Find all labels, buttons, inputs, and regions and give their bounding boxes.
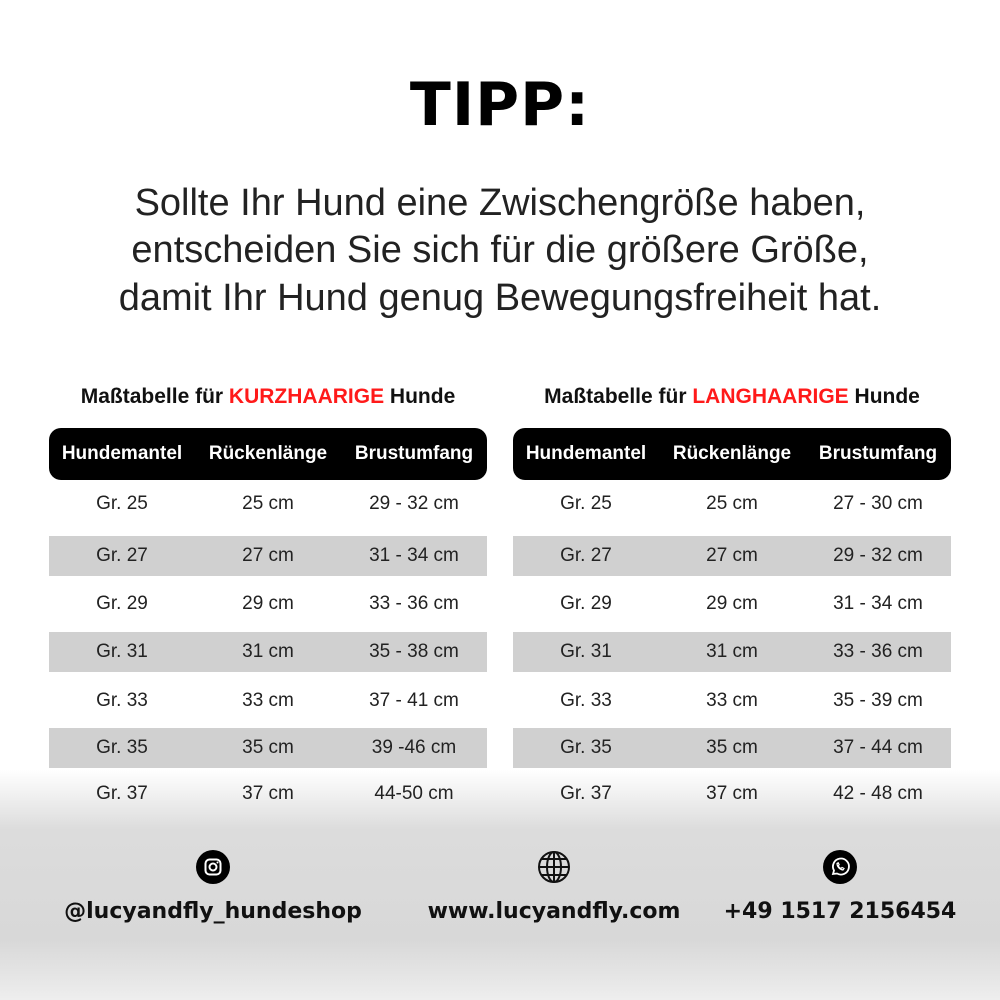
table-cell: 33 cm (242, 690, 294, 711)
table-row: Gr. 33 33 cm 35 - 39 cm (513, 681, 951, 721)
table-cell: Gr. 33 (96, 690, 148, 711)
footer-website[interactable]: www.lucyandfly.com (394, 850, 714, 924)
table-cell: 29 - 32 cm (369, 493, 459, 514)
table-cell: 37 cm (706, 783, 758, 804)
table-cell: Gr. 27 (96, 545, 148, 566)
table-cell: 35 cm (242, 737, 294, 758)
footer-whatsapp[interactable]: +49 1517 2156454 (680, 850, 1000, 924)
table-row: Gr. 27 27 cm 29 - 32 cm (513, 536, 951, 576)
table-cell: Gr. 33 (560, 690, 612, 711)
tip-line: entscheiden Sie sich für die größere Grö… (131, 229, 869, 271)
table-cell: 29 cm (242, 593, 294, 614)
table-row: Gr. 31 31 cm 33 - 36 cm (513, 632, 951, 672)
column-header: Hundemantel (61, 443, 183, 464)
table-cell: 31 cm (706, 641, 758, 662)
table-row: Gr. 27 27 cm 31 - 34 cm (49, 536, 487, 576)
table-cell: 25 cm (706, 493, 758, 514)
table-header: Hundemantel Rückenlänge Brustumfang (49, 428, 487, 480)
table-cell: 25 cm (242, 493, 294, 514)
column-header: Rückenlänge (208, 443, 328, 464)
table-cell: Gr. 37 (560, 783, 612, 804)
table-row: Gr. 25 25 cm 29 - 32 cm (49, 484, 487, 524)
table-cell: 37 - 44 cm (833, 737, 923, 758)
table-cell: Gr. 25 (96, 493, 148, 514)
column-header: Hundemantel (525, 443, 647, 464)
table-row: Gr. 29 29 cm 31 - 34 cm (513, 584, 951, 624)
table-cell: 27 - 30 cm (833, 493, 923, 514)
table-caption-long-hair: Maßtabelle für LANGHAARIGE Hunde (544, 385, 920, 408)
website-url: www.lucyandfly.com (427, 899, 681, 924)
table-row: Gr. 29 29 cm 33 - 36 cm (49, 584, 487, 624)
tip-line: damit Ihr Hund genug Bewegungsfreiheit h… (118, 277, 882, 319)
table-row: Gr. 35 35 cm 37 - 44 cm (513, 728, 951, 768)
table-cell: 27 cm (706, 545, 758, 566)
column-header: Brustumfang (818, 443, 938, 464)
table-cell: 33 - 36 cm (369, 593, 459, 614)
globe-icon (537, 850, 571, 884)
table-cell: 35 cm (706, 737, 758, 758)
tip-line: Sollte Ihr Hund eine Zwischengröße haben… (134, 182, 866, 224)
table-cell: Gr. 29 (96, 593, 148, 614)
table-cell: Gr. 35 (96, 737, 148, 758)
table-row: Gr. 37 37 cm 42 - 48 cm (513, 774, 951, 814)
phone-number: +49 1517 2156454 (723, 899, 957, 924)
table-cell: 35 - 39 cm (833, 690, 923, 711)
column-header: Rückenlänge (672, 443, 792, 464)
table-row: Gr. 35 35 cm 39 -46 cm (49, 728, 487, 768)
table-cell: 44-50 cm (374, 783, 454, 804)
table-cell: 31 - 34 cm (833, 593, 923, 614)
table-cell: 29 - 32 cm (833, 545, 923, 566)
size-table-long-hair: Hundemantel Rückenlänge Brustumfang Gr. 25 2… (513, 428, 951, 804)
table-cell: 35 - 38 cm (369, 641, 459, 662)
table-cell: 31 cm (242, 641, 294, 662)
table-cell: Gr. 25 (560, 493, 612, 514)
table-cell: 37 - 41 cm (369, 690, 459, 711)
table-row: Gr. 25 25 cm 27 - 30 cm (513, 484, 951, 524)
table-row: Gr. 31 31 cm 35 - 38 cm (49, 632, 487, 672)
table-cell: 31 - 34 cm (369, 545, 459, 566)
size-table-short-hair: Hundemantel Rückenlänge Brustumfang Gr. 25 2… (49, 428, 487, 804)
table-cell: 27 cm (242, 545, 294, 566)
table-cell: 33 cm (706, 690, 758, 711)
table-cell: 29 cm (706, 593, 758, 614)
table-cell: 33 - 36 cm (833, 641, 923, 662)
table-header: Hundemantel Rückenlänge Brustumfang (513, 428, 951, 480)
table-cell: Gr. 35 (560, 737, 612, 758)
table-cell: 39 -46 cm (371, 737, 457, 758)
table-cell: Gr. 31 (560, 641, 612, 662)
table-cell: 42 - 48 cm (833, 783, 923, 804)
footer-background (0, 770, 1000, 1000)
table-row: Gr. 37 37 cm 44-50 cm (49, 774, 487, 814)
table-cell: 37 cm (242, 783, 294, 804)
table-cell: Gr. 29 (560, 593, 612, 614)
table-caption-short-hair: Maßtabelle für KURZHAARIGE Hunde (80, 385, 456, 408)
table-cell: Gr. 31 (96, 641, 148, 662)
instagram-handle: @lucyandfly_hundeshop (64, 899, 362, 924)
table-cell: Gr. 37 (96, 783, 148, 804)
whatsapp-icon (823, 850, 857, 884)
table-cell: Gr. 27 (560, 545, 612, 566)
page-title: TIPP: (409, 70, 591, 140)
table-row: Gr. 33 33 cm 37 - 41 cm (49, 681, 487, 721)
footer-instagram[interactable]: @lucyandfly_hundeshop (53, 850, 373, 924)
instagram-icon (196, 850, 230, 884)
column-header: Brustumfang (354, 443, 474, 464)
